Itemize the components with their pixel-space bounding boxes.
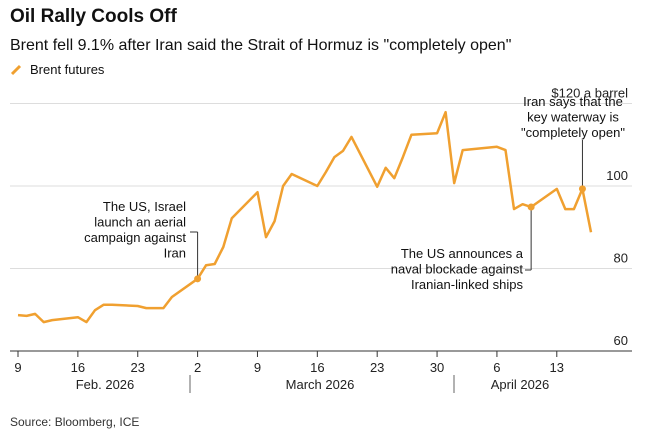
x-tick-label: 9 xyxy=(14,360,21,375)
legend-label: Brent futures xyxy=(30,62,105,77)
x-tick-label: 13 xyxy=(550,360,564,375)
x-group-label: Feb. 2026 xyxy=(76,377,135,392)
annotation-text: The US announces a xyxy=(401,246,524,261)
y-tick-label: 100 xyxy=(606,168,628,183)
y-tick-label: $120 a barrel xyxy=(551,86,628,101)
annotation-text: Iranian-linked ships xyxy=(411,277,524,292)
x-tick-label: 6 xyxy=(493,360,500,375)
chart-subtitle: Brent fell 9.1% after Iran said the Stra… xyxy=(10,37,511,54)
x-tick-label: 2 xyxy=(194,360,201,375)
annotation-point xyxy=(527,203,535,211)
x-tick-label: 9 xyxy=(254,360,261,375)
annotation-text: campaign against xyxy=(84,230,186,245)
data-line xyxy=(17,110,593,324)
x-tick-label: 16 xyxy=(71,360,85,375)
chart-title: Oil Rally Cools Off xyxy=(10,6,177,27)
x-tick-label: 30 xyxy=(430,360,444,375)
annotation-text: Iran xyxy=(164,246,186,261)
x-group-label: March 2026 xyxy=(286,377,355,392)
annotation-text: launch an aerial xyxy=(94,215,186,230)
x-tick-label: 16 xyxy=(310,360,324,375)
legend-swatch xyxy=(10,64,22,76)
annotation-text: The US, Israel xyxy=(103,199,186,214)
y-tick-label: 60 xyxy=(614,333,628,348)
annotation-text: Iran says that the xyxy=(523,94,623,109)
source: Source: Bloomberg, ICE xyxy=(10,415,139,429)
annotation-point xyxy=(578,185,586,193)
annotation-text: key waterway is xyxy=(527,110,619,125)
annotation-point xyxy=(194,275,202,283)
y-tick-label: 80 xyxy=(614,251,628,266)
x-tick-label: 23 xyxy=(370,360,384,375)
annotation-text: naval blockade against xyxy=(391,262,524,277)
annotation-text: "completely open" xyxy=(521,125,625,140)
x-tick-label: 23 xyxy=(130,360,144,375)
x-group-label: April 2026 xyxy=(491,377,550,392)
